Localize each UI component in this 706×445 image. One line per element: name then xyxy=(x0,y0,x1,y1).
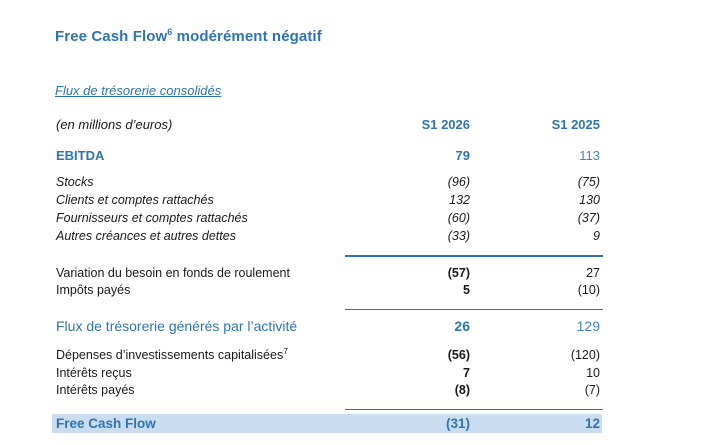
table-row-depenses-investissements: Dépenses d’investissements capitalisées7… xyxy=(52,347,602,365)
value-s1-2026: 5 xyxy=(463,283,470,297)
value-s1-2025: 12 xyxy=(584,416,600,431)
value-s1-2026: 26 xyxy=(454,318,470,334)
table-row-clients: Clients et comptes rattachés 132 130 xyxy=(52,191,602,209)
value-s1-2026: 79 xyxy=(455,148,470,163)
table-row-interets-payes: Intérêts payés (8) (7) xyxy=(52,382,602,400)
table-row-fournisseurs: Fournisseurs et comptes rattachés (60) (… xyxy=(52,209,602,227)
table-header-row: (en millions d’euros) S1 2026 S1 2025 xyxy=(52,117,602,132)
separator-line xyxy=(345,408,603,410)
value-s1-2025: 10 xyxy=(586,365,600,380)
row-label: Fournisseurs et comptes rattachés xyxy=(56,211,248,225)
value-s1-2025: (120) xyxy=(570,348,600,362)
value-s1-2026: (56) xyxy=(447,348,470,362)
row-label: EBITDA xyxy=(56,148,105,163)
section-subtitle: Flux de trésorerie consolidés xyxy=(55,83,222,98)
value-s1-2026: (57) xyxy=(447,265,470,280)
row-label: Dépenses d’investissements capitalisées7 xyxy=(56,347,370,365)
row-label: Variation du besoin en fonds de roulemen… xyxy=(56,265,290,280)
unit-label: (en millions d’euros) xyxy=(56,117,173,132)
value-s1-2025: (75) xyxy=(577,175,600,189)
row-label: Intérêts payés xyxy=(56,383,135,397)
footnote-ref-6: 6 xyxy=(167,27,173,37)
row-label: Clients et comptes rattachés xyxy=(56,193,214,207)
table-row-impots-payes: Impôts payés 5 (10) xyxy=(52,282,602,300)
value-s1-2026: 132 xyxy=(449,193,470,207)
table-row-flux-activite: Flux de trésorerie générés par l’activit… xyxy=(52,318,602,334)
row-label: Free Cash Flow xyxy=(56,416,156,431)
value-s1-2026: (31) xyxy=(445,416,470,431)
row-label: Intérêts reçus xyxy=(56,365,132,380)
value-s1-2025: (7) xyxy=(584,383,600,397)
value-s1-2025: 27 xyxy=(586,265,600,280)
table-row-autres-creances: Autres créances et autres dettes (33) 9 xyxy=(52,227,602,245)
row-label: Stocks xyxy=(56,175,94,189)
column-header-s1-2026: S1 2026 xyxy=(421,117,470,132)
page-title-rest: modérément négatif xyxy=(172,28,322,45)
table-row-interets-recus: Intérêts reçus 7 10 xyxy=(52,365,602,383)
value-s1-2026: (8) xyxy=(454,383,470,397)
separator-line xyxy=(345,308,603,310)
column-header-s1-2025: S1 2025 xyxy=(551,117,600,132)
value-s1-2025: (37) xyxy=(577,211,600,225)
footnote-ref-7: 7 xyxy=(283,345,288,356)
value-s1-2025: (10) xyxy=(577,283,600,297)
page-title: Free Cash Flow6 modérément négatif xyxy=(0,0,706,46)
row-label: Autres créances et autres dettes xyxy=(56,229,236,243)
value-s1-2025: 129 xyxy=(576,318,600,334)
table-row-free-cash-flow: Free Cash Flow (31) 12 xyxy=(52,414,602,433)
value-s1-2026: (33) xyxy=(447,229,470,243)
row-label: Impôts payés xyxy=(56,283,131,297)
table-row-variation-bfr: Variation du besoin en fonds de roulemen… xyxy=(52,265,602,283)
cash-flow-table: (en millions d’euros) S1 2026 S1 2025 EB… xyxy=(52,117,603,433)
separator-line xyxy=(345,255,603,257)
value-s1-2026: 7 xyxy=(463,365,470,380)
table-row-ebitda: EBITDA 79 113 xyxy=(52,148,602,163)
value-s1-2025: 113 xyxy=(579,148,600,163)
value-s1-2025: 9 xyxy=(593,229,600,243)
value-s1-2026: (96) xyxy=(447,175,470,189)
value-s1-2025: 130 xyxy=(579,193,600,207)
value-s1-2026: (60) xyxy=(447,211,470,225)
table-row-stocks: Stocks (96) (75) xyxy=(52,173,602,191)
row-label: Flux de trésorerie générés par l’activit… xyxy=(56,318,298,334)
page-title-text: Free Cash Flow xyxy=(55,28,168,45)
row-label-text: Dépenses d’investissements capitalisées xyxy=(56,348,284,362)
